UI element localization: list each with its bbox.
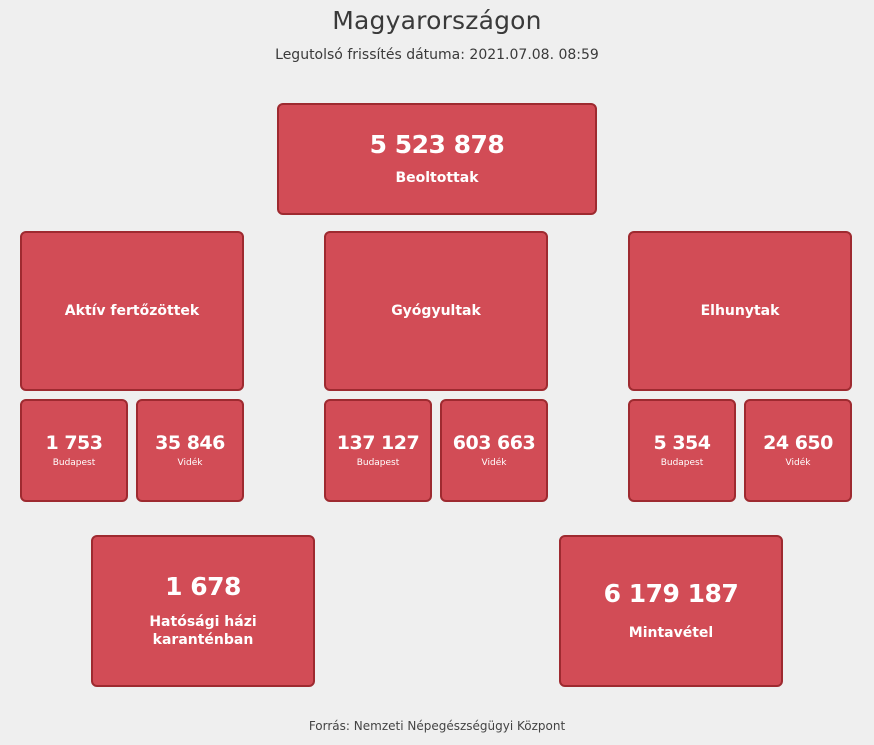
active-infected-budapest-value: 1 753 xyxy=(45,432,104,455)
deceased-budapest-value: 5 354 xyxy=(653,432,712,455)
quarantine-value: 1 678 xyxy=(165,571,241,601)
quarantine-card: 1 678 Hatósági házi karanténban xyxy=(91,535,315,687)
deceased-countryside-label: Vidék xyxy=(785,457,811,468)
page-title: Magyarországon xyxy=(332,6,542,35)
vaccinated-card: 5 523 878 Beoltottak xyxy=(277,103,597,215)
deceased-countryside-card: 24 650 Vidék xyxy=(744,399,852,502)
deceased-card: Elhunytak xyxy=(628,231,852,391)
active-infected-budapest-label: Budapest xyxy=(52,457,96,468)
active-infected-label: Aktív fertőzöttek xyxy=(64,303,200,319)
active-infected-countryside-card: 35 846 Vidék xyxy=(136,399,244,502)
source-footer: Forrás: Nemzeti Népegészségügyi Központ xyxy=(308,719,566,733)
deceased-label: Elhunytak xyxy=(700,303,780,319)
recovered-countryside-value: 603 663 xyxy=(452,432,536,455)
active-infected-countryside-value: 35 846 xyxy=(155,432,225,455)
sampling-card: 6 179 187 Mintavétel xyxy=(559,535,783,687)
deceased-budapest-card: 5 354 Budapest xyxy=(628,399,736,502)
recovered-budapest-card: 137 127 Budapest xyxy=(324,399,432,502)
recovered-card: Gyógyultak xyxy=(324,231,548,391)
active-infected-card: Aktív fertőzöttek xyxy=(20,231,244,391)
quarantine-label: Hatósági házi karanténban xyxy=(149,614,257,648)
deceased-countryside-value: 24 650 xyxy=(763,432,833,455)
recovered-countryside-label: Vidék xyxy=(481,457,507,468)
recovered-budapest-value: 137 127 xyxy=(336,432,420,455)
vaccinated-label: Beoltottak xyxy=(395,170,479,186)
sampling-label: Mintavétel xyxy=(628,625,714,641)
recovered-budapest-label: Budapest xyxy=(356,457,400,468)
sampling-value: 6 179 187 xyxy=(603,578,739,608)
active-infected-budapest-card: 1 753 Budapest xyxy=(20,399,128,502)
vaccinated-value: 5 523 878 xyxy=(369,129,505,159)
last-updated-text: Legutolsó frissítés dátuma: 2021.07.08. … xyxy=(275,47,599,63)
recovered-label: Gyógyultak xyxy=(391,303,481,319)
deceased-budapest-label: Budapest xyxy=(660,457,704,468)
active-infected-countryside-label: Vidék xyxy=(177,457,203,468)
recovered-countryside-card: 603 663 Vidék xyxy=(440,399,548,502)
